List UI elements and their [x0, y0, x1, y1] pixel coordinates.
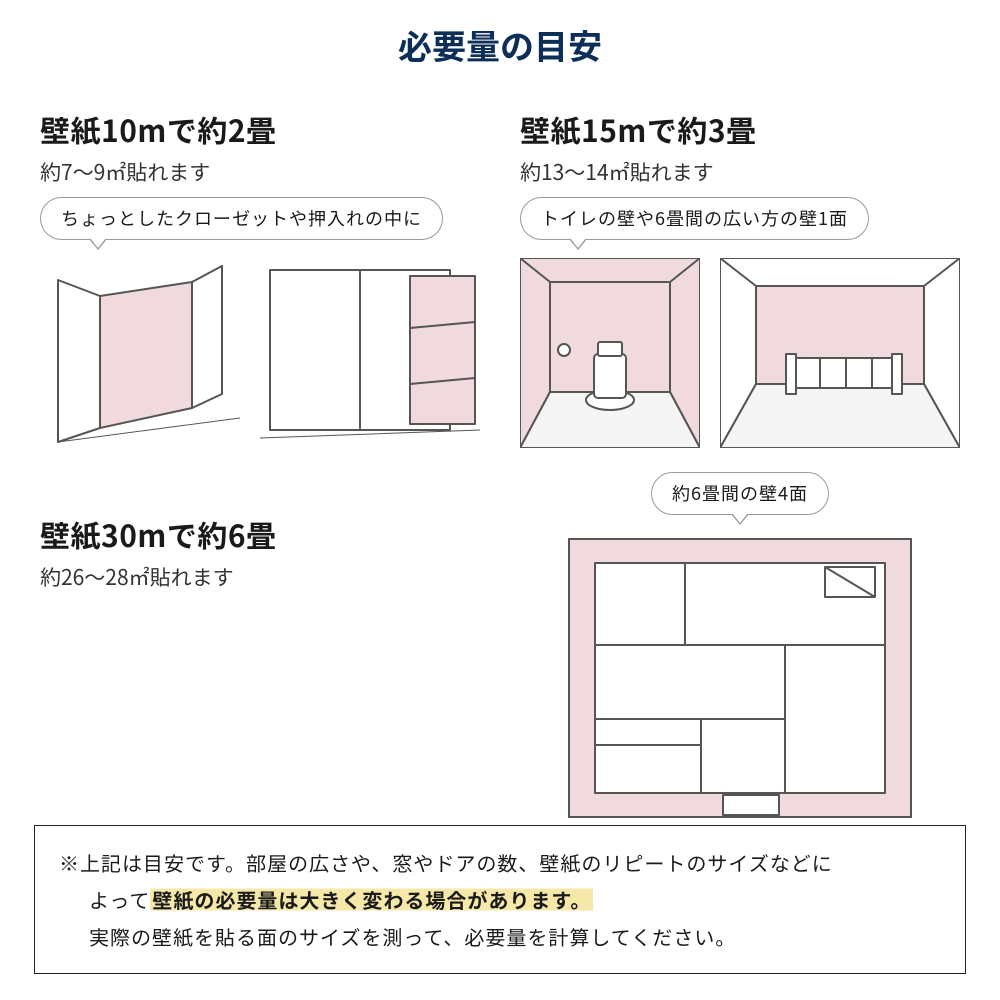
- section-10m-illustrations: [40, 258, 480, 448]
- room-wall-icon: [720, 258, 960, 448]
- section-15m: 壁紙15mで約3畳 約13～14㎡貼れます トイレの壁や6畳間の広い方の壁1面: [520, 107, 960, 448]
- section-10m: 壁紙10mで約2畳 約7～9㎡貼れます ちょっとしたクローゼットや押入れの中に: [40, 107, 480, 448]
- section-15m-sub: 約13～14㎡貼れます: [520, 157, 960, 187]
- note-line1: ※上記は目安です。部屋の広さや、窓やドアの数、壁紙のリピートのサイズなどに: [59, 848, 833, 877]
- section-30m-visual: 約6畳間の壁4面: [520, 472, 960, 823]
- note-line3: 実際の壁紙を貼る面のサイズを測って、必要量を計算してください。: [59, 918, 941, 955]
- note-box: ※上記は目安です。部屋の広さや、窓やドアの数、壁紙のリピートのサイズなどに よっ…: [34, 825, 966, 974]
- section-15m-heading: 壁紙15mで約3畳: [520, 107, 960, 151]
- page-title: 必要量の目安: [40, 20, 960, 69]
- section-30m: 壁紙30mで約6畳 約26～28㎡貼れます: [40, 472, 480, 823]
- note-highlight: 壁紙の必要量は大きく変わる場合があります。: [150, 885, 593, 914]
- closet-icon: [40, 258, 240, 448]
- note-line2-pre: よって: [89, 885, 150, 914]
- section-10m-sub: 約7～9㎡貼れます: [40, 157, 480, 187]
- oshiire-icon: [260, 258, 480, 448]
- toilet-room-icon: [520, 258, 700, 448]
- section-10m-bubble: ちょっとしたクローゼットや押入れの中に: [40, 197, 443, 240]
- section-10m-heading: 壁紙10mで約2畳: [40, 107, 480, 151]
- sections-grid: 壁紙10mで約2畳 約7～9㎡貼れます ちょっとしたクローゼットや押入れの中に: [40, 107, 960, 823]
- section-30m-heading: 壁紙30mで約6畳: [40, 512, 480, 556]
- section-15m-bubble: トイレの壁や6畳間の広い方の壁1面: [520, 197, 869, 240]
- section-30m-bubble: 約6畳間の壁4面: [651, 472, 829, 515]
- room-floorplan-icon: [565, 533, 915, 823]
- section-30m-sub: 約26～28㎡貼れます: [40, 562, 480, 592]
- section-15m-illustrations: [520, 258, 960, 448]
